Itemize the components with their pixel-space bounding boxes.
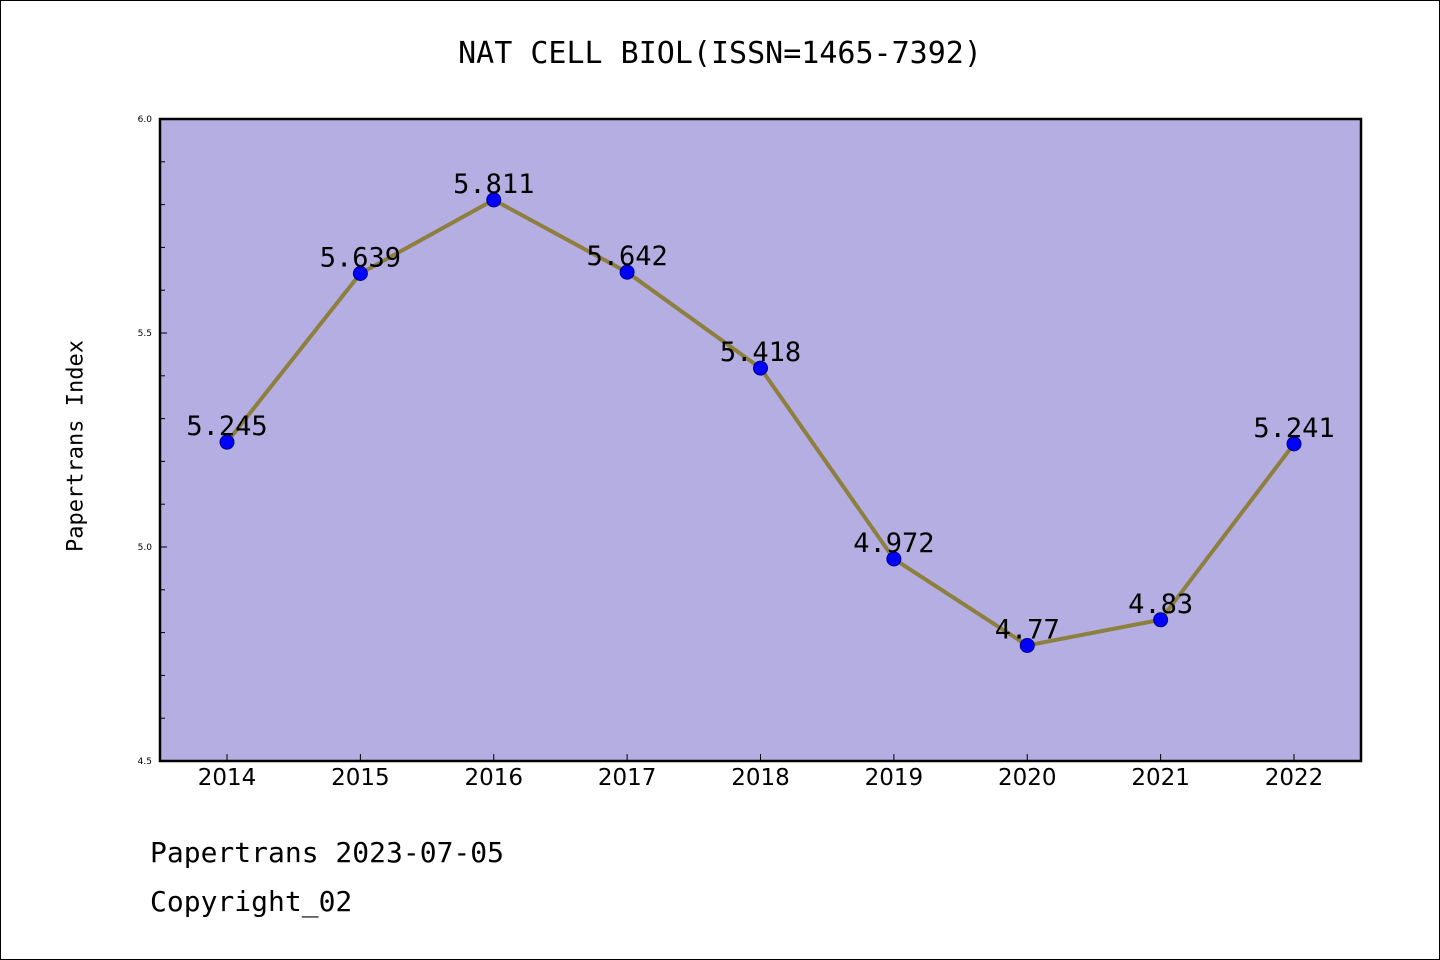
footer-date: Papertrans 2023-07-05 xyxy=(150,836,505,869)
data-point xyxy=(1286,436,1302,452)
data-point xyxy=(1153,612,1169,628)
x-tick-label: 2016 xyxy=(464,765,523,791)
y-tick-label: 4.5 xyxy=(138,757,152,767)
data-label: 5.241 xyxy=(1253,413,1334,444)
data-label: 5.811 xyxy=(453,169,534,200)
x-tick-label: 2022 xyxy=(1265,765,1324,791)
data-point xyxy=(753,360,768,376)
y-tick-label: 5.5 xyxy=(138,329,152,339)
data-point xyxy=(886,551,902,567)
data-point xyxy=(352,266,368,282)
x-tick-label: 2015 xyxy=(331,765,390,791)
x-tick-label: 2020 xyxy=(998,765,1057,791)
x-tick-label: 2019 xyxy=(865,765,924,791)
data-label: 4.77 xyxy=(995,614,1060,645)
data-label: 5.245 xyxy=(186,411,267,442)
data-labels: 5.245 5.639 5.811 5.642 5.418 4.972 4.77 4.83 5.… xyxy=(186,169,1334,646)
data-point xyxy=(619,264,635,280)
series-markers xyxy=(219,192,1302,653)
y-tick-label: 6.0 xyxy=(138,115,153,125)
data-label: 5.642 xyxy=(586,241,667,272)
y-tick-label: 5.0 xyxy=(138,543,153,553)
plot-area xyxy=(160,119,1361,761)
data-label: 4.83 xyxy=(1128,589,1193,620)
data-label: 5.418 xyxy=(720,337,801,368)
x-tick-label: 2017 xyxy=(598,765,657,791)
data-label: 4.972 xyxy=(853,528,934,559)
plot-border xyxy=(158,117,1363,763)
chart-title: NAT CELL BIOL(ISSN=1465-7392) xyxy=(458,36,982,71)
x-tick-label: 2018 xyxy=(731,765,790,791)
x-axis: 2014 2015 2016 2017 2018 2019 2020 2021 2022 xyxy=(198,754,1324,791)
x-tick-label: 2014 xyxy=(198,765,257,791)
footer-copyright: Copyright_02 xyxy=(150,885,353,918)
data-point xyxy=(1019,637,1035,653)
x-tick-label: 2021 xyxy=(1131,765,1190,791)
data-label: 5.639 xyxy=(320,243,401,274)
data-point xyxy=(486,192,502,208)
data-point xyxy=(219,434,235,450)
